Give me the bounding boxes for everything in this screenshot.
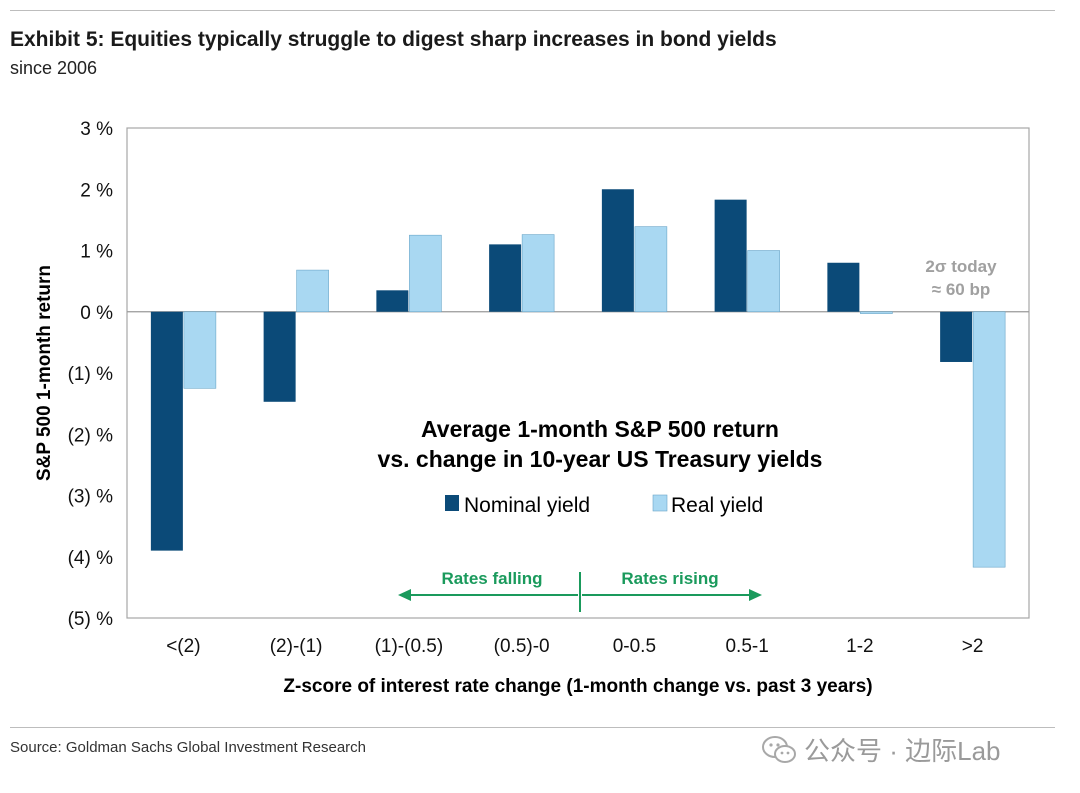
bar-nominal-5 — [714, 199, 747, 312]
exhibit-subtitle: since 2006 — [10, 58, 98, 78]
x-tick-label: 1-2 — [846, 636, 873, 657]
bar-nominal-1 — [263, 311, 296, 402]
plot-area — [126, 127, 1030, 619]
rates-falling-arrowhead — [398, 589, 411, 601]
x-tick-label: 0-0.5 — [613, 636, 656, 657]
rates-rising-arrowhead — [749, 589, 762, 601]
x-tick-label: 0.5-1 — [725, 636, 768, 657]
watermark: 公众号 · 边际Lab — [762, 731, 1001, 768]
rates-rising-label: Rates rising — [621, 569, 718, 588]
y-axis-label: S&P 500 1-month return — [34, 265, 55, 481]
y-tick-label: 2 % — [80, 180, 113, 201]
today-annotation-line1: 2σ today — [925, 257, 997, 276]
legend-swatch-nominal — [445, 495, 459, 511]
x-tick-label: (0.5)-0 — [494, 636, 550, 657]
y-tick-label: (3) % — [68, 487, 114, 508]
bar-nominal-3 — [489, 244, 522, 312]
y-tick-label: 0 % — [80, 303, 113, 324]
x-tick-label: <(2) — [166, 636, 200, 657]
x-tick-label: (2)-(1) — [270, 636, 323, 657]
x-tick-label: >2 — [962, 636, 984, 657]
bar-real-1 — [296, 269, 329, 313]
bar-real-5 — [747, 250, 780, 313]
y-tick-label: (1) % — [68, 364, 114, 385]
y-tick-label: 3 % — [80, 119, 113, 140]
y-tick-label: (2) % — [68, 425, 114, 446]
y-tick-label: (5) % — [68, 609, 114, 630]
legend-label-nominal: Nominal yield — [464, 494, 590, 517]
bar-nominal-6 — [827, 262, 860, 312]
legend: Nominal yield Real yield — [445, 494, 763, 517]
legend-swatch-real — [652, 494, 668, 512]
bar-nominal-7 — [940, 311, 973, 362]
exhibit-title: Exhibit 5: Equities typically struggle t… — [10, 28, 777, 51]
bar-real-7 — [972, 311, 1006, 568]
chart-title: Average 1-month S&P 500 return — [421, 416, 779, 442]
bar-real-3 — [521, 234, 555, 313]
y-tick-label: 1 % — [80, 242, 113, 263]
legend-label-real: Real yield — [671, 494, 763, 517]
bar-nominal-2 — [376, 290, 409, 312]
bottom-divider — [10, 727, 1055, 728]
y-tick-label: (4) % — [68, 548, 114, 569]
bar-real-6 — [860, 311, 893, 314]
rates-annotation: Rates falling Rates rising — [398, 569, 762, 612]
rates-falling-label: Rates falling — [441, 569, 542, 588]
today-annotation-line2: ≈ 60 bp — [932, 280, 990, 299]
bar-real-2 — [409, 234, 442, 313]
source-note: Source: Goldman Sachs Global Investment … — [10, 739, 367, 756]
bar-real-4 — [634, 226, 668, 313]
bar-nominal-0 — [150, 311, 183, 551]
bar-real-0 — [183, 311, 217, 389]
top-divider — [10, 10, 1055, 11]
x-tick-label: (1)-(0.5) — [375, 636, 444, 657]
watermark-text: 公众号 · 边际Lab — [804, 736, 1001, 766]
chart-subtitle: vs. change in 10-year US Treasury yields — [378, 446, 823, 472]
bar-nominal-4 — [601, 189, 634, 312]
wechat-icon — [762, 735, 796, 763]
x-axis-label: Z-score of interest rate change (1-month… — [283, 676, 872, 697]
